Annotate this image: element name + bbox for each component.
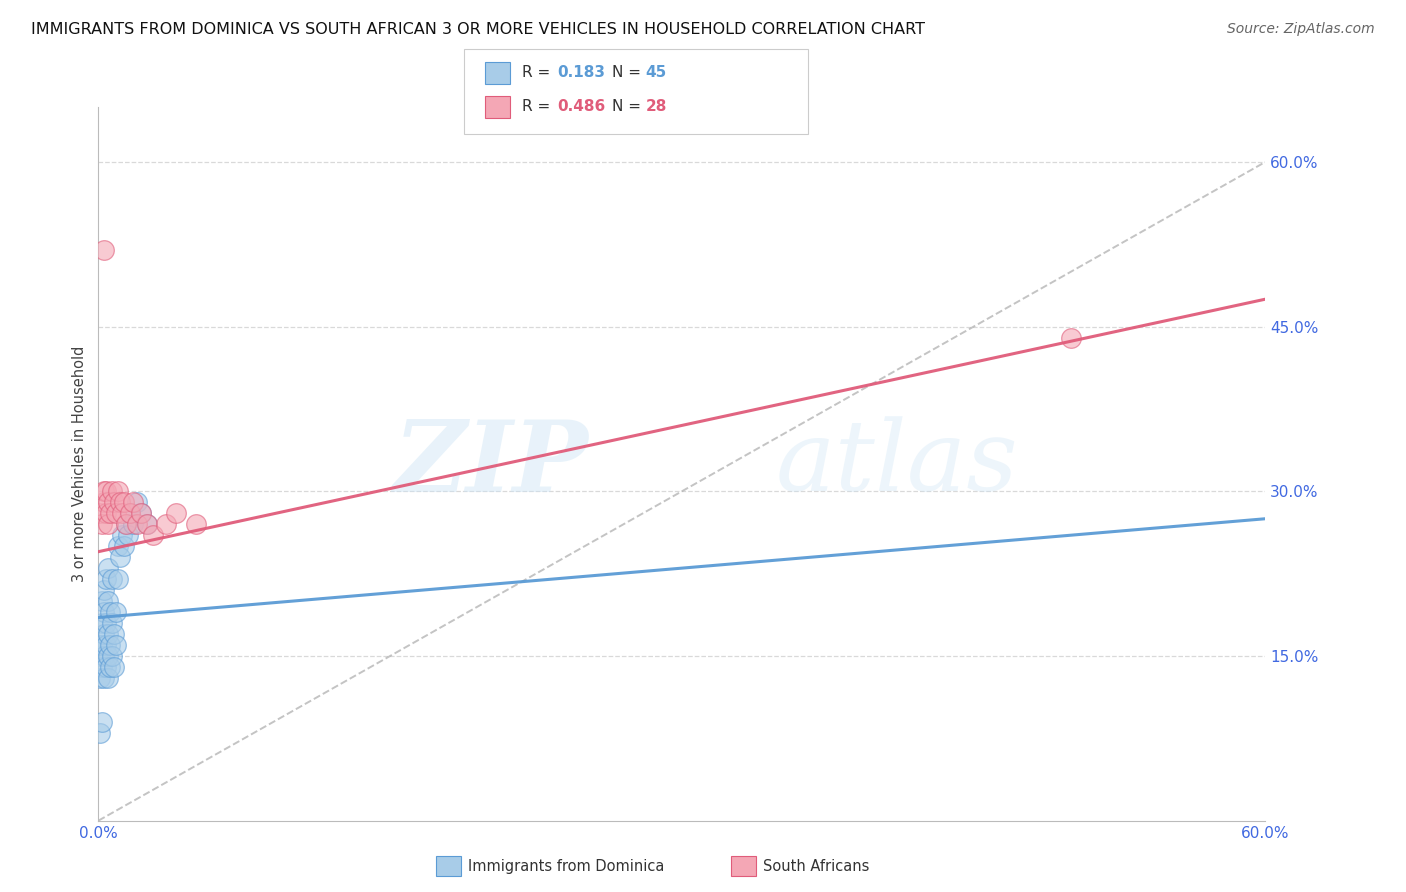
Point	[129, 506, 152, 520]
Point	[104, 605, 127, 619]
Point	[91, 638, 114, 652]
Point	[111, 528, 134, 542]
Text: South Africans: South Africans	[763, 859, 870, 873]
Text: 45: 45	[645, 65, 666, 80]
Point	[104, 638, 127, 652]
Text: ZIP: ZIP	[394, 416, 589, 512]
Text: N =: N =	[612, 99, 645, 114]
Point	[91, 714, 114, 729]
Text: R =: R =	[522, 65, 555, 80]
Point	[101, 615, 124, 630]
Point	[118, 506, 141, 520]
Point	[96, 484, 118, 499]
Point	[101, 572, 124, 586]
Point	[93, 605, 115, 619]
Point	[97, 517, 120, 532]
Point	[96, 572, 118, 586]
Point	[165, 506, 187, 520]
Point	[136, 517, 159, 532]
Point	[91, 517, 114, 532]
Point	[101, 484, 124, 499]
Point	[98, 605, 121, 619]
Text: R =: R =	[522, 99, 555, 114]
Point	[112, 539, 135, 553]
Point	[91, 594, 114, 608]
Text: Immigrants from Dominica: Immigrants from Dominica	[468, 859, 665, 873]
Point	[103, 627, 125, 641]
Point	[97, 495, 120, 509]
Point	[114, 517, 136, 532]
Point	[96, 506, 118, 520]
Point	[127, 495, 149, 509]
Text: IMMIGRANTS FROM DOMINICA VS SOUTH AFRICAN 3 OR MORE VEHICLES IN HOUSEHOLD CORREL: IMMIGRANTS FROM DOMINICA VS SOUTH AFRICA…	[31, 22, 925, 37]
Point	[107, 484, 129, 499]
Point	[96, 660, 118, 674]
Point	[89, 648, 111, 663]
Point	[93, 495, 115, 509]
Point	[93, 484, 115, 499]
Point	[104, 506, 127, 520]
Point	[97, 671, 120, 685]
Point	[112, 495, 135, 509]
Point	[114, 517, 136, 532]
Point	[101, 648, 124, 663]
Point	[107, 539, 129, 553]
Point	[98, 506, 121, 520]
Point	[97, 648, 120, 663]
Point	[108, 550, 131, 565]
Point	[98, 660, 121, 674]
Point	[89, 726, 111, 740]
Y-axis label: 3 or more Vehicles in Household: 3 or more Vehicles in Household	[72, 346, 87, 582]
Point	[89, 506, 111, 520]
Point	[93, 583, 115, 598]
Text: 0.486: 0.486	[557, 99, 605, 114]
Text: N =: N =	[612, 65, 645, 80]
Text: Source: ZipAtlas.com: Source: ZipAtlas.com	[1227, 22, 1375, 37]
Point	[155, 517, 177, 532]
Point	[118, 506, 141, 520]
Point	[108, 495, 131, 509]
Point	[91, 660, 114, 674]
Point	[103, 660, 125, 674]
Point	[127, 517, 149, 532]
Point	[98, 638, 121, 652]
Point	[96, 615, 118, 630]
Point	[122, 495, 145, 509]
Point	[1060, 330, 1083, 344]
Point	[91, 615, 114, 630]
Point	[184, 517, 207, 532]
Text: atlas: atlas	[775, 417, 1018, 511]
Point	[93, 671, 115, 685]
Point	[97, 561, 120, 575]
Point	[136, 517, 159, 532]
Text: 28: 28	[645, 99, 666, 114]
Point	[142, 528, 165, 542]
Text: 0.183: 0.183	[557, 65, 605, 80]
Point	[93, 648, 115, 663]
Point	[103, 495, 125, 509]
Point	[96, 638, 118, 652]
Point	[129, 506, 152, 520]
Point	[117, 528, 139, 542]
Point	[122, 517, 145, 532]
Point	[97, 594, 120, 608]
Point	[97, 627, 120, 641]
Point	[89, 671, 111, 685]
Point	[89, 638, 111, 652]
Point	[93, 627, 115, 641]
Point	[111, 506, 134, 520]
Point	[93, 243, 115, 257]
Point	[107, 572, 129, 586]
